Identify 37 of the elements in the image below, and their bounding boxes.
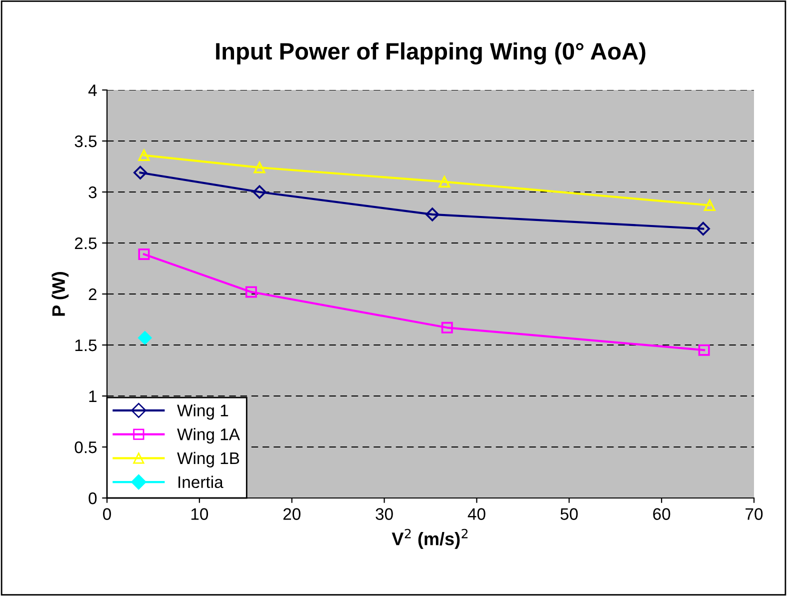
- legend-label: Inertia: [178, 476, 224, 488]
- chart-title: Input Power of Flapping Wing (0° AoA): [216, 42, 646, 64]
- x-tick-label: 30: [376, 508, 393, 520]
- y-tick-label: 1: [89, 390, 96, 402]
- point: [704, 199, 716, 212]
- y-tick-label: 1.5: [75, 340, 97, 352]
- x-tick-label: 50: [560, 508, 578, 520]
- y-tick-label: 0.5: [74, 441, 97, 454]
- x-axis-title: V$^{2}$ (m/s)$^{2}$: [392, 528, 468, 549]
- y-tick-label: 3.5: [74, 135, 97, 148]
- point: [426, 208, 440, 222]
- legend-label: Wing 1: [177, 404, 228, 420]
- y-tick-label: 4: [88, 84, 97, 96]
- point: [138, 150, 150, 162]
- point: [138, 331, 152, 345]
- y-tick-label: 0: [88, 492, 97, 504]
- x-tick-label: 70: [746, 508, 763, 520]
- x-tick-label: 20: [283, 508, 300, 520]
- legend-label: Wing 1B: [177, 452, 240, 468]
- point: [133, 166, 148, 180]
- point: [245, 286, 257, 298]
- y-axis-title: P (W): [52, 272, 69, 316]
- x-tick-label: 10: [191, 508, 208, 520]
- x-tick-label: 40: [468, 508, 486, 520]
- x-tick-label: 0: [103, 508, 111, 520]
- point: [698, 344, 710, 356]
- point: [441, 322, 453, 334]
- point: [438, 176, 450, 188]
- x-tick-label: 60: [653, 508, 670, 520]
- point: [252, 185, 266, 199]
- point: [138, 248, 150, 260]
- point: [696, 222, 710, 236]
- legend-label: Wing 1A: [177, 428, 240, 444]
- y-tick-label: 2: [88, 288, 96, 300]
- y-tick-label: 3: [88, 186, 97, 198]
- y-tick-label: 2.5: [74, 237, 97, 250]
- point: [254, 162, 266, 174]
